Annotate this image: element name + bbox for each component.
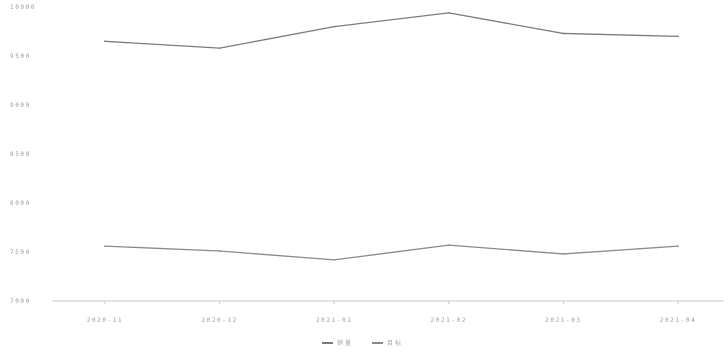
x-tick-label-0: 2020-11 <box>87 317 124 324</box>
y-tick-label-1: 9500 <box>10 53 31 60</box>
x-tick-label-3: 2021-02 <box>431 317 468 324</box>
series-1-point-2 <box>333 258 336 261</box>
x-tick-label-5: 2021-04 <box>660 317 697 324</box>
y-tick-label-4: 8000 <box>10 200 31 207</box>
y-tick-label-5: 7500 <box>10 249 31 256</box>
y-axis-ticks: 10000 9500 9000 8500 8000 7500 7000 <box>10 4 36 305</box>
y-tick-label-3: 8500 <box>10 151 31 158</box>
series-line-1 <box>104 244 679 261</box>
series-0-point-0 <box>104 40 106 43</box>
legend[interactable]: 销量 目标 <box>322 339 403 347</box>
series-1-point-5 <box>677 245 679 248</box>
series-0-point-5 <box>677 35 679 38</box>
series-1-point-4 <box>562 253 565 255</box>
legend-label-1[interactable]: 目标 <box>387 339 403 347</box>
series-0-point-4 <box>562 32 565 35</box>
series-line-0 <box>104 12 679 49</box>
y-tick-label-0: 10000 <box>10 4 36 11</box>
series-1-point-0 <box>104 245 106 248</box>
legend-label-0[interactable]: 销量 <box>337 339 353 347</box>
x-tick-label-1: 2020-12 <box>201 317 238 324</box>
x-tick-label-2: 2021-01 <box>316 317 353 324</box>
series-1-point-1 <box>218 250 221 252</box>
y-tick-label-2: 9000 <box>10 102 31 109</box>
x-axis-ticks: 2020-11 2020-12 2021-01 2021-02 2021-03 2021-… <box>87 301 697 324</box>
series-lines <box>104 11 679 261</box>
series-0-point-2 <box>333 25 336 28</box>
series-0-point-1 <box>218 47 221 50</box>
y-tick-label-6: 7000 <box>10 298 31 305</box>
series-0-point-3 <box>447 11 450 14</box>
series-1-point-3 <box>447 244 450 247</box>
x-tick-label-4: 2021-03 <box>545 317 582 324</box>
